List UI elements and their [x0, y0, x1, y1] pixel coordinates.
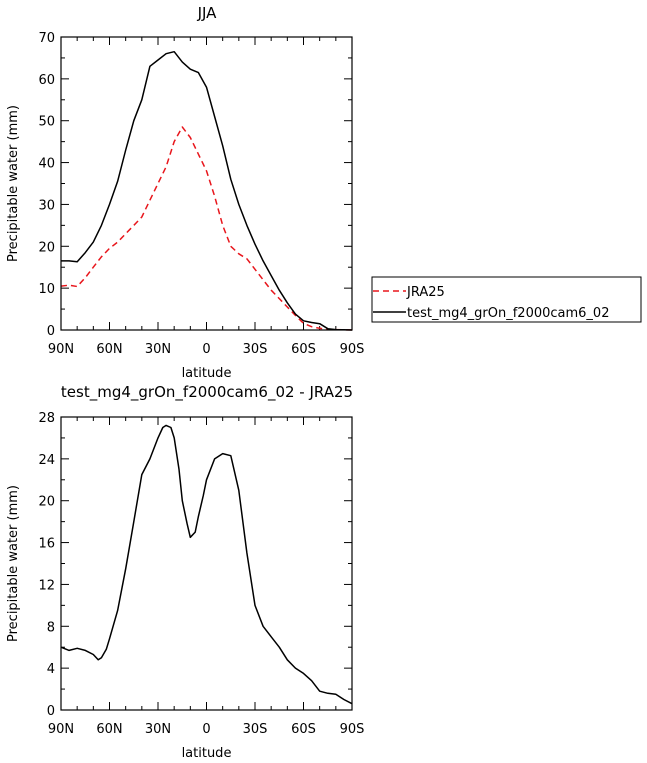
y-tick-label: 16	[38, 537, 55, 552]
y-tick-label: 70	[38, 31, 55, 46]
chart-jja: JJA 0 10 20 30 40 50 60 70 90N 60N 30N 0 30S 60S 90S l…	[6, 4, 364, 381]
x-tick-label: 60S	[291, 342, 316, 357]
x-axis-label: latitude	[182, 366, 232, 381]
plot-frame	[60, 36, 353, 331]
y-tick-label: 60	[38, 73, 55, 88]
y-tick-label: 12	[38, 578, 55, 593]
x-tick-label: 0	[202, 342, 210, 357]
x-tick-label: 30N	[145, 722, 171, 737]
chart-difference: test_mg4_grOn_f2000cam6_02 - JRA25 0 4 8 12…	[6, 383, 364, 761]
y-tick-label: 30	[38, 198, 55, 213]
y-tick-label: 20	[38, 495, 55, 510]
legend-label-model: test_mg4_grOn_f2000cam6_02	[407, 306, 609, 321]
chart-title: JJA	[197, 4, 218, 22]
chart-title: test_mg4_grOn_f2000cam6_02 - JRA25	[61, 383, 353, 402]
x-axis-label: latitude	[182, 746, 232, 761]
y-tick-label: 24	[38, 453, 55, 468]
x-tick-label: 30N	[145, 342, 171, 357]
y-tick-label: 20	[38, 240, 55, 255]
x-tick-label: 60N	[96, 342, 122, 357]
x-tick-label: 0	[202, 722, 210, 737]
y-tick-label: 40	[38, 157, 55, 172]
y-tick-label: 10	[38, 282, 55, 297]
legend: JRA25 test_mg4_grOn_f2000cam6_02	[371, 276, 642, 323]
legend-label-jra25: JRA25	[406, 285, 445, 300]
legend-box	[371, 276, 642, 323]
y-tick-label: 50	[38, 115, 55, 130]
x-tick-label: 30S	[243, 342, 268, 357]
y-tick-label: 0	[47, 324, 55, 339]
y-axis-label: Precipitable water (mm)	[6, 485, 21, 642]
x-tick-label: 90S	[340, 342, 365, 357]
x-tick-label: 90N	[48, 722, 74, 737]
y-axis-label: Precipitable water (mm)	[6, 105, 21, 262]
y-tick-label: 8	[47, 620, 55, 635]
x-tick-label: 60N	[96, 722, 122, 737]
y-tick-label: 0	[47, 704, 55, 719]
plot-frame	[60, 416, 353, 711]
series-line-difference	[60, 424, 353, 705]
x-tick-label: 30S	[243, 722, 268, 737]
y-tick-label: 28	[38, 411, 55, 426]
y-tick-label: 4	[47, 662, 55, 677]
series-line-jra25	[60, 126, 353, 331]
series-line-test-mg4-gron-f2000cam6-02	[61, 50, 353, 331]
x-tick-label: 60S	[291, 722, 316, 737]
x-tick-label: 90N	[48, 342, 74, 357]
x-tick-label: 90S	[340, 722, 365, 737]
